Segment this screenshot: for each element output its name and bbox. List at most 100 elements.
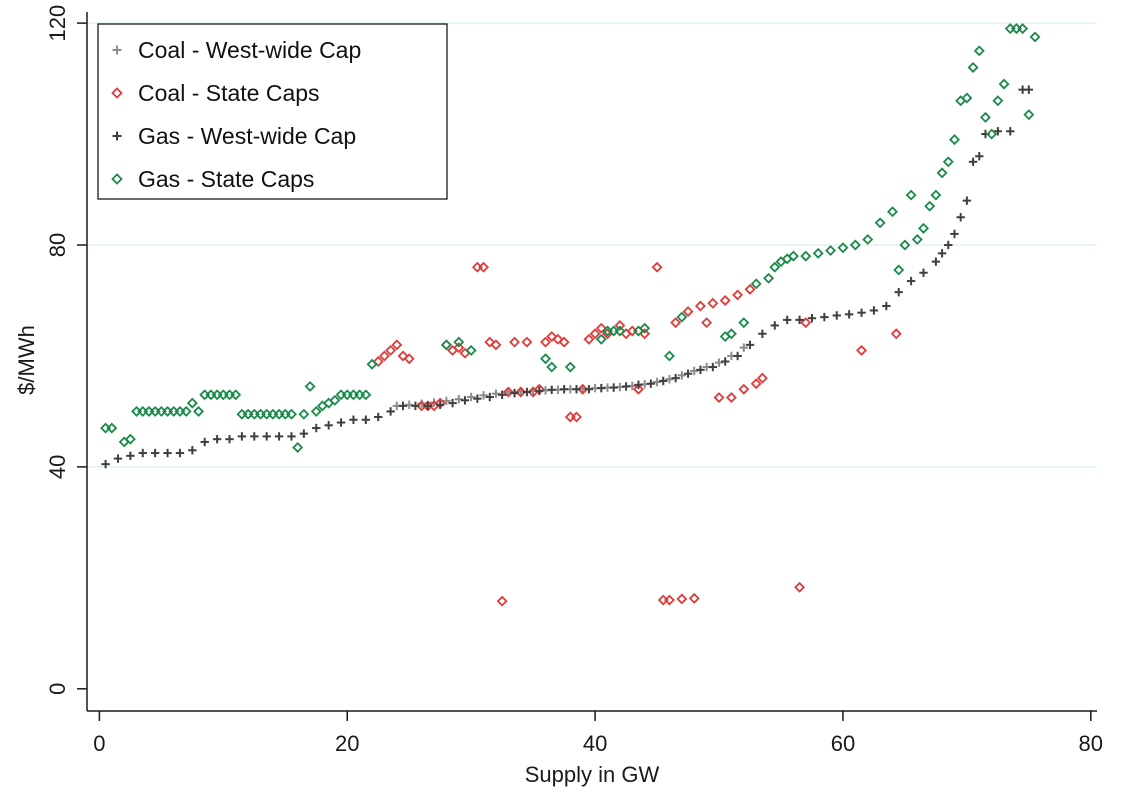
point-s2-26 (540, 336, 552, 348)
point-s2-62 (856, 344, 868, 356)
point-s3-18 (312, 423, 321, 433)
x-tick-label-40: 40 (583, 731, 607, 756)
point-s1-10 (504, 387, 513, 397)
point-s3-70 (944, 240, 953, 250)
point-s1-25 (690, 366, 699, 376)
point-s2-40 (632, 383, 644, 395)
point-s2-48 (688, 592, 700, 604)
legend-label-2: Coal - State Caps (138, 80, 320, 106)
point-s3-77 (993, 127, 1003, 136)
point-s4-53 (614, 325, 626, 337)
series-1 (392, 343, 749, 411)
point-s4-75 (893, 264, 905, 276)
point-s3-50 (708, 362, 718, 372)
point-s3-32 (485, 392, 494, 402)
point-s3-19 (324, 421, 333, 430)
point-s3-28 (435, 400, 445, 409)
point-s4-15 (193, 405, 205, 417)
point-s4-95 (1017, 23, 1029, 35)
point-s4-30 (286, 408, 297, 420)
point-s4-49 (564, 361, 576, 373)
point-s1-22 (652, 377, 662, 387)
point-s4-14 (186, 397, 198, 409)
data-points (100, 23, 1041, 607)
point-s3-44 (634, 380, 643, 389)
point-s2-28 (552, 333, 564, 345)
point-s3-65 (894, 287, 903, 297)
point-s4-60 (738, 317, 750, 329)
axes (86, 12, 1097, 712)
point-s3-58 (807, 314, 817, 323)
point-s2-6 (403, 353, 415, 365)
point-s3-60 (832, 311, 841, 320)
point-s3-42 (609, 383, 618, 392)
point-s1-9 (491, 389, 501, 398)
series-4 (100, 23, 1041, 453)
point-s3-72 (956, 213, 965, 222)
point-s4-82 (936, 167, 948, 179)
point-s2-42 (651, 261, 663, 273)
point-s3-45 (646, 379, 656, 388)
point-s2-54 (725, 392, 737, 404)
point-s3-11 (225, 434, 234, 444)
legend-marker-3 (112, 131, 122, 141)
point-s3-5 (150, 448, 160, 458)
point-s3-14 (262, 432, 271, 441)
point-s3-9 (200, 437, 209, 447)
point-s2-22 (515, 386, 527, 398)
point-s4-86 (961, 92, 973, 104)
point-s1-7 (466, 392, 476, 402)
point-s4-70 (837, 242, 849, 254)
point-s3-74 (968, 157, 978, 166)
point-s4-97 (1029, 31, 1041, 43)
point-s3-53 (745, 340, 755, 350)
point-s4-69 (825, 245, 837, 257)
point-s2-58 (750, 378, 762, 390)
x-axis-title: Supply in GW (525, 762, 660, 787)
point-s4-62 (763, 272, 775, 284)
point-s3-62 (857, 308, 866, 317)
point-s2-20 (502, 386, 514, 398)
point-s2-55 (732, 289, 744, 301)
point-s4-80 (924, 200, 936, 212)
point-s2-34 (589, 328, 601, 340)
point-s2-21 (509, 336, 521, 348)
y-tick-label-80: 80 (45, 233, 70, 257)
y-axis-title: $/MWh (14, 325, 39, 395)
point-s3-26 (411, 401, 420, 411)
point-s3-49 (696, 365, 705, 375)
point-s4-84 (949, 134, 960, 146)
point-s1-8 (479, 391, 488, 400)
point-s2-5 (397, 350, 409, 362)
point-s4-48 (546, 361, 558, 373)
point-s3-20 (336, 418, 346, 427)
point-s4-4 (124, 433, 136, 445)
point-s3-2 (113, 454, 123, 463)
point-s3-68 (931, 257, 941, 266)
point-s4-56 (663, 350, 675, 362)
y-ticks: 0 40 80 120 (45, 5, 87, 695)
point-s4-63 (769, 261, 781, 273)
point-s3-57 (795, 315, 804, 325)
point-s2-37 (614, 319, 626, 331)
point-s4-89 (979, 111, 991, 123)
point-s2-52 (713, 392, 725, 404)
point-s4-73 (874, 217, 886, 229)
legend-label-4: Gas - State Caps (138, 166, 314, 192)
point-s4-43 (366, 358, 378, 370)
point-s3-35 (522, 387, 532, 397)
point-s3-52 (733, 351, 742, 361)
point-s4-88 (973, 45, 985, 57)
point-s4-46 (465, 344, 477, 356)
legend: Coal - West-wide Cap Coal - State Caps Gas… (97, 23, 448, 200)
point-s2-2 (378, 350, 390, 362)
point-s2-13 (453, 342, 465, 354)
point-s3-67 (919, 268, 928, 277)
point-s1-5 (442, 396, 451, 406)
point-s2-46 (676, 593, 688, 605)
point-s3-16 (287, 432, 296, 441)
point-s2-50 (701, 317, 713, 329)
point-s2-53 (719, 295, 731, 306)
point-s3-48 (683, 369, 693, 378)
point-s2-27 (546, 331, 558, 343)
